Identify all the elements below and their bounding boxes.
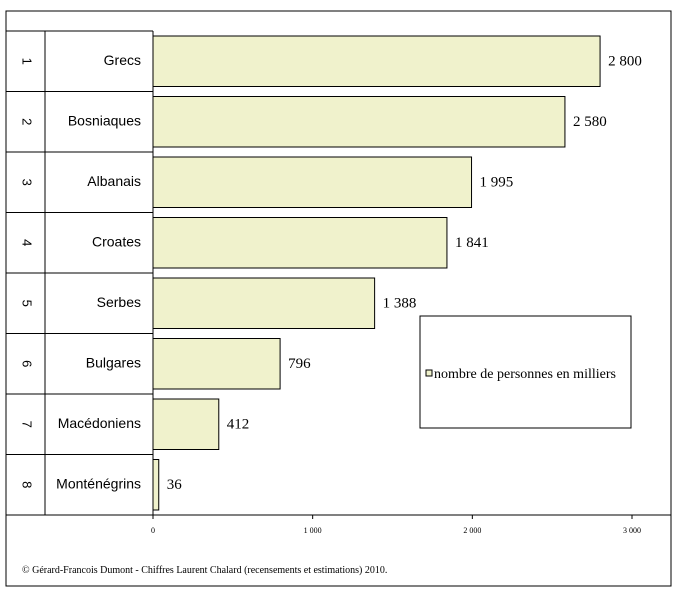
rank-label: 4: [20, 239, 35, 246]
legend: nombre de personnes en milliers: [419, 315, 632, 429]
category-label: Albanais: [87, 173, 141, 189]
category-label: Macédoniens: [58, 415, 141, 431]
bar-monténégrins: [152, 459, 160, 511]
bar-albanais: [152, 156, 473, 208]
legend-label: nombre de personnes en milliers: [434, 367, 616, 382]
rank-label: 5: [20, 300, 35, 307]
x-tick-label: 1 000: [304, 526, 322, 535]
bar-bosniaques: [152, 96, 566, 148]
rank-label: 3: [20, 179, 35, 186]
value-label: 2 800: [608, 54, 642, 70]
value-label: 36: [167, 477, 183, 493]
x-tick-label: 0: [151, 526, 155, 535]
category-label: Bosniaques: [68, 112, 141, 128]
category-label: Grecs: [104, 52, 141, 68]
rank-label: 6: [20, 360, 35, 367]
rank-label: 7: [20, 421, 35, 428]
bar-serbes: [152, 277, 376, 329]
bar-grecs: [152, 35, 601, 87]
value-label: 1 995: [480, 175, 514, 191]
category-label: Croates: [92, 233, 141, 249]
bar-bulgares: [152, 338, 281, 390]
value-label: 412: [227, 417, 250, 433]
rank-label: 8: [20, 481, 35, 488]
x-tick-label: 2 000: [463, 526, 481, 535]
category-label: Bulgares: [86, 354, 141, 370]
bar-croates: [152, 217, 448, 269]
category-label: Monténégrins: [56, 475, 141, 491]
rank-label: 1: [20, 58, 35, 65]
labels-group: 1 Grecs 2 800 2 Bosniaques 2 580 3 Albanais 1 99…: [20, 52, 642, 493]
value-label: 1 841: [455, 235, 489, 251]
value-label: 796: [288, 356, 311, 372]
rank-label: 2: [20, 118, 35, 125]
source-footnote: © Gérard-Francois Dumont - Chiffres Laur…: [22, 565, 387, 576]
legend-swatch: [425, 369, 433, 377]
legend-box: [419, 315, 632, 429]
value-label: 2 580: [573, 114, 607, 130]
value-label: 1 388: [383, 296, 417, 312]
category-label: Serbes: [97, 294, 141, 310]
bars-group: [152, 35, 601, 511]
x-axis: 0 1 000 2 000 3 000: [6, 31, 671, 535]
bar-macédoniens: [152, 398, 220, 450]
x-tick-label: 3 000: [623, 526, 641, 535]
